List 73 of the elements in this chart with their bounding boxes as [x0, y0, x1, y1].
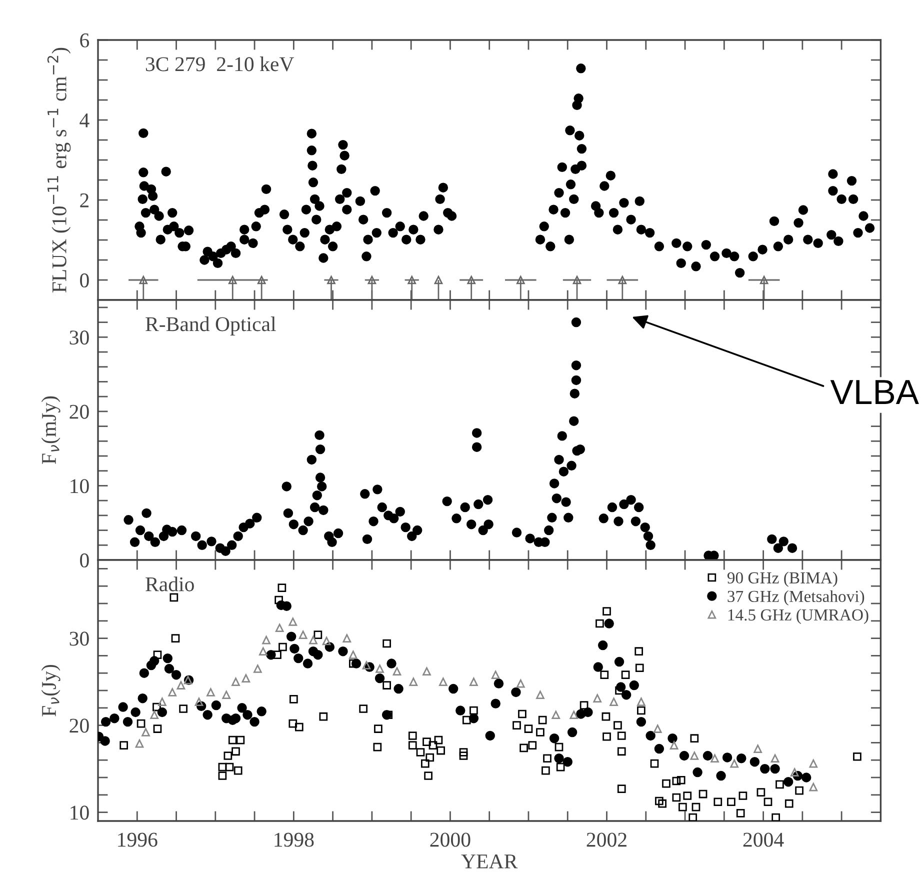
- point: [637, 698, 646, 706]
- point: [176, 681, 186, 690]
- point: [809, 759, 818, 768]
- point: [168, 688, 177, 696]
- point: [730, 759, 738, 768]
- y-axis-title: FLUX (10$^{−11}$ erg s$^{−1}$ cm$^{−2}$): [47, 48, 71, 293]
- point: [254, 664, 262, 673]
- point: [470, 678, 478, 686]
- point: [439, 678, 448, 686]
- point: [770, 754, 780, 763]
- point: [142, 728, 150, 736]
- point: [309, 636, 318, 644]
- point: [262, 636, 270, 644]
- x-axis-title: YEAR: [461, 854, 518, 868]
- point: [298, 630, 308, 639]
- point: [348, 650, 358, 659]
- y-tick-label: 2: [80, 193, 89, 208]
- point: [392, 667, 402, 676]
- point: [206, 688, 215, 696]
- point: [670, 741, 678, 750]
- point: [288, 618, 298, 626]
- legend-label: 37 GHz (Metsahovi): [728, 590, 864, 606]
- y-axis-title: F$_{ν}$(mJy): [41, 396, 60, 464]
- point: [610, 698, 618, 706]
- y-tick-label: 30: [70, 330, 89, 345]
- point: [342, 634, 352, 642]
- text: R-Band Optical: [146, 316, 276, 336]
- point: [242, 674, 250, 682]
- point: [710, 754, 719, 763]
- point: [754, 744, 762, 753]
- point: [809, 782, 818, 792]
- point: [135, 739, 144, 748]
- x-tick-label: 1998: [274, 832, 314, 847]
- point: [376, 664, 384, 673]
- text: 3C 279 2-10 keV: [146, 56, 294, 72]
- legend-label: 14.5 GHz (UMRAO): [728, 608, 868, 624]
- point: [362, 661, 371, 670]
- point: [491, 670, 500, 680]
- point: [258, 647, 268, 656]
- y-tick-label: 0: [80, 553, 89, 568]
- y-tick-label: 30: [70, 632, 89, 646]
- x-tick-label: 2000: [430, 832, 470, 847]
- point: [593, 694, 602, 702]
- y-tick-label: 0: [80, 273, 89, 288]
- annotation: VLBA: [830, 380, 919, 404]
- point: [536, 690, 544, 700]
- point: [275, 624, 284, 632]
- point: [516, 679, 525, 688]
- point: [409, 678, 418, 686]
- y-axis-title: F$_{ν}$(Jy): [41, 664, 60, 716]
- text: Radio: [146, 576, 194, 592]
- point: [570, 710, 578, 720]
- point: [194, 698, 204, 706]
- point: [422, 667, 431, 676]
- y-tick-label: 20: [70, 718, 89, 733]
- y-tick-label: 4: [80, 114, 90, 128]
- point: [222, 690, 231, 700]
- point: [322, 636, 331, 646]
- x-tick-label: 2004: [743, 832, 784, 847]
- y-tick-label: 20: [70, 404, 89, 419]
- point: [158, 698, 166, 706]
- y-tick-label: 6: [80, 33, 90, 48]
- y-tick-label: 10: [70, 479, 89, 494]
- point: [653, 724, 662, 733]
- y-tick-label: 10: [70, 806, 89, 820]
- x-tick-label: 1996: [118, 832, 158, 847]
- point: [690, 752, 699, 760]
- point: [552, 710, 560, 720]
- x-tick-label: 2002: [586, 832, 626, 847]
- point: [150, 710, 159, 720]
- point: [790, 768, 799, 776]
- point: [232, 678, 240, 686]
- legend-label: 90 GHz (BIMA): [727, 572, 838, 587]
